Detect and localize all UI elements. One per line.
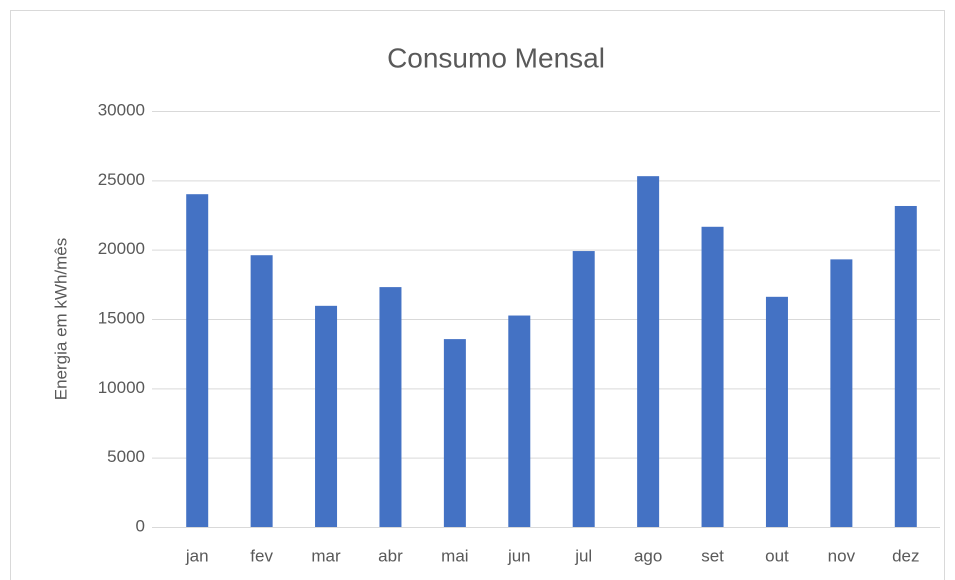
x-tick-label: fev	[250, 546, 273, 565]
bar	[186, 194, 209, 527]
y-tick-label: 15000	[98, 308, 145, 327]
y-axis-title: Energia em kWh/mês	[51, 238, 70, 401]
x-tick-label: set	[701, 546, 724, 565]
bar	[894, 205, 917, 527]
y-tick-label: 30000	[98, 100, 145, 119]
y-tick-label: 0	[136, 516, 145, 535]
x-tick-label: mai	[441, 546, 468, 565]
bar	[379, 287, 402, 527]
bar	[637, 176, 660, 527]
chart-title: Consumo Mensal	[387, 42, 605, 73]
bar	[701, 226, 724, 527]
chart-frame	[10, 10, 945, 580]
x-tick-label: out	[765, 546, 789, 565]
bar	[830, 259, 853, 527]
bar	[443, 339, 466, 527]
bar	[250, 255, 273, 528]
x-tick-label: nov	[828, 546, 856, 565]
bar	[765, 296, 788, 527]
x-tick-label: jan	[185, 546, 209, 565]
y-tick-label: 5000	[107, 447, 145, 466]
y-tick-label: 10000	[98, 378, 145, 397]
bar	[315, 305, 338, 527]
y-tick-label: 20000	[98, 239, 145, 258]
y-tick-label: 25000	[98, 170, 145, 189]
x-tick-label: dez	[892, 546, 919, 565]
x-tick-label: jun	[507, 546, 531, 565]
x-tick-label: abr	[378, 546, 403, 565]
x-tick-label: mar	[311, 546, 341, 565]
bar	[572, 251, 595, 527]
x-tick-label: ago	[634, 546, 662, 565]
bar	[508, 315, 531, 527]
x-tick-label: jul	[574, 546, 592, 565]
